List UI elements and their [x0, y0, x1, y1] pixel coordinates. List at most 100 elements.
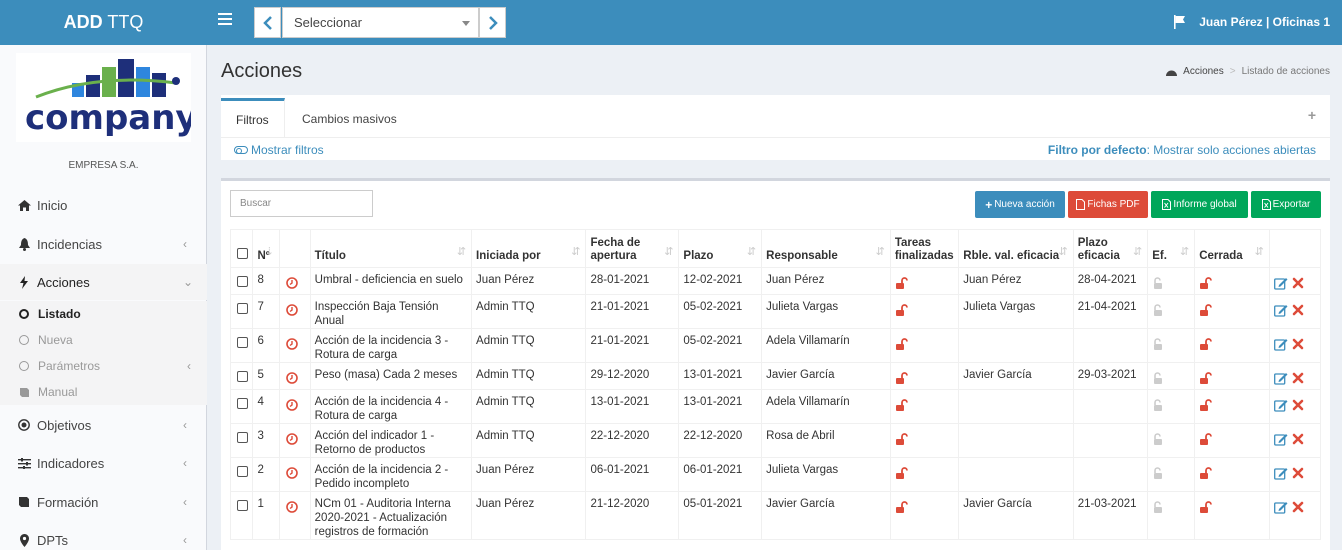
row-title[interactable]: Umbral - deficiencia en suelo	[309, 267, 473, 295]
row-title[interactable]: Acción del indicador 1 - Retorno de prod…	[309, 423, 473, 458]
col-header-responsable[interactable]: Responsable ⇵	[761, 229, 891, 268]
sidebar-item-indicadores[interactable]: Indicadores ‹	[0, 445, 207, 481]
unlock-red-icon	[895, 372, 908, 384]
book-icon	[17, 496, 31, 508]
sidebar-subitem-listado[interactable]: Listado	[0, 301, 207, 327]
row-open-date: 22-12-2020	[585, 423, 680, 458]
menu-toggle-icon[interactable]	[218, 13, 232, 25]
row-checkbox[interactable]	[237, 500, 248, 511]
edit-icon[interactable]	[1273, 467, 1288, 480]
tab-filtros[interactable]: Filtros	[221, 98, 285, 138]
new-action-button[interactable]: + Nueva acción	[975, 191, 1065, 218]
row-responsible: Javier García	[761, 362, 891, 390]
row-checkbox[interactable]	[237, 432, 248, 443]
delete-icon[interactable]	[1292, 304, 1304, 316]
plus-icon[interactable]: +	[1307, 107, 1316, 123]
pdf-sheets-button[interactable]: Fichas PDF	[1068, 191, 1148, 218]
search-input[interactable]: Buscar	[230, 190, 373, 217]
chevron-right-icon	[488, 15, 498, 30]
delete-icon[interactable]	[1292, 501, 1304, 513]
delete-icon[interactable]	[1292, 433, 1304, 445]
row-title[interactable]: Acción de la incidencia 2 - Pedido incom…	[309, 457, 473, 492]
unlock-red-icon	[895, 467, 908, 479]
sidebar-item-acciones[interactable]: Acciones ⌄	[0, 264, 207, 300]
edit-icon[interactable]	[1273, 304, 1288, 317]
row-checkbox[interactable]	[237, 371, 248, 382]
col-header-plazo-eficacia[interactable]: Plazo eficacia ⇵	[1072, 229, 1149, 268]
delete-icon[interactable]	[1292, 372, 1304, 384]
app-brand[interactable]: ADD TTQ	[63, 12, 144, 32]
show-filters-link[interactable]: Mostrar filtros	[234, 143, 324, 157]
dashboard-icon	[1166, 70, 1178, 76]
row-number: 8	[252, 267, 281, 295]
prev-button[interactable]	[254, 7, 281, 38]
breadcrumb-separator: >	[1229, 66, 1236, 77]
context-select[interactable]: Seleccionar	[282, 7, 479, 38]
edit-icon[interactable]	[1273, 338, 1288, 351]
actions-list-box: Buscar + Nueva acción Fichas PDF Informe …	[221, 178, 1330, 550]
row-checkbox[interactable]	[237, 466, 248, 477]
global-report-button[interactable]: Informe global	[1151, 191, 1248, 218]
row-title[interactable]: Acción de la incidencia 4 - Rotura de ca…	[309, 389, 473, 424]
row-title[interactable]: NCm 01 - Auditoria Interna 2020-2021 - A…	[309, 491, 473, 540]
svg-text:company: company	[25, 98, 191, 138]
tab-cambios-masivos[interactable]: Cambios masivos	[302, 112, 397, 126]
select-all-checkbox[interactable]	[237, 248, 248, 259]
circle-icon	[19, 335, 29, 345]
unlock-red-icon	[1200, 277, 1213, 289]
sidebar-item-objetivos[interactable]: Objetivos ‹	[0, 407, 207, 443]
col-header-fecha[interactable]: Fecha de apertura ⇵	[585, 229, 680, 268]
next-button[interactable]	[479, 7, 506, 38]
export-button[interactable]: Exportar	[1251, 191, 1321, 218]
row-open-date: 06-01-2021	[585, 457, 680, 492]
sidebar-subitem-nueva[interactable]: Nueva	[0, 327, 207, 353]
sort-icon: ⇵	[1180, 246, 1190, 258]
col-header-rble[interactable]: Rble. val. eficacia ⇵	[958, 229, 1074, 268]
row-title[interactable]: Inspección Baja Tensión Anual	[309, 294, 473, 329]
col-header-titulo[interactable]: Título ⇵	[309, 229, 473, 268]
edit-icon[interactable]	[1273, 501, 1288, 514]
row-initiated-by: Admin TTQ	[471, 294, 587, 329]
row-checkbox[interactable]	[237, 337, 248, 348]
sidebar-item-formacion[interactable]: Formación ‹	[0, 484, 207, 520]
col-header-plazo[interactable]: Plazo ⇵	[678, 229, 763, 268]
row-checkbox[interactable]	[237, 398, 248, 409]
user-menu[interactable]: Juan Pérez | Oficinas 1	[1199, 15, 1330, 29]
col-header-ef[interactable]: Ef. ⇵	[1147, 229, 1196, 268]
sidebar-subitem-parametros[interactable]: Parámetros ‹	[0, 353, 207, 379]
target-icon	[17, 419, 31, 431]
edit-icon[interactable]	[1273, 399, 1288, 412]
row-efficacy-responsible	[958, 328, 1074, 363]
sidebar-item-dpts[interactable]: DPTs ‹	[0, 522, 207, 550]
col-header-tareas[interactable]: Tareas finalizadas	[889, 229, 960, 268]
edit-icon[interactable]	[1273, 277, 1288, 290]
row-open-date: 21-01-2021	[585, 328, 680, 363]
delete-icon[interactable]	[1292, 338, 1304, 350]
delete-icon[interactable]	[1292, 277, 1304, 289]
sidebar-subitem-manual[interactable]: Manual	[0, 379, 207, 405]
edit-icon[interactable]	[1273, 433, 1288, 446]
sidebar-item-incidencias[interactable]: Incidencias ‹	[0, 226, 207, 262]
row-title[interactable]: Acción de la incidencia 3 - Rotura de ca…	[309, 328, 473, 363]
row-deadline: 05-02-2021	[678, 328, 763, 363]
delete-icon[interactable]	[1292, 399, 1304, 411]
row-responsible: Rosa de Abril	[761, 423, 891, 458]
row-efficacy-deadline: 29-03-2021	[1072, 362, 1149, 390]
col-header-iniciada[interactable]: Iniciada por ⇵	[471, 229, 587, 268]
delete-icon[interactable]	[1292, 467, 1304, 479]
col-header-numero[interactable]: Nº ⇣	[252, 229, 281, 268]
breadcrumb-acciones[interactable]: Acciones	[1183, 66, 1224, 77]
bolt-icon	[17, 275, 31, 289]
row-title[interactable]: Peso (masa) Cada 2 meses	[309, 362, 473, 390]
sidebar-item-inicio[interactable]: Inicio	[0, 187, 207, 223]
col-header-cerrada[interactable]: Cerrada ⇵	[1194, 229, 1270, 268]
edit-icon[interactable]	[1273, 372, 1288, 385]
row-responsible: Julieta Vargas	[761, 457, 891, 492]
tab-strip: Filtros Cambios masivos +	[221, 98, 1330, 138]
row-efficacy-deadline	[1072, 389, 1149, 424]
flag-icon[interactable]	[1174, 15, 1186, 29]
row-checkbox[interactable]	[237, 303, 248, 314]
col-header-status	[279, 229, 311, 268]
row-checkbox[interactable]	[237, 276, 248, 287]
table-header-row: Nº ⇣ Título ⇵ Iniciada por ⇵ Fecha de apert…	[229, 229, 1322, 268]
